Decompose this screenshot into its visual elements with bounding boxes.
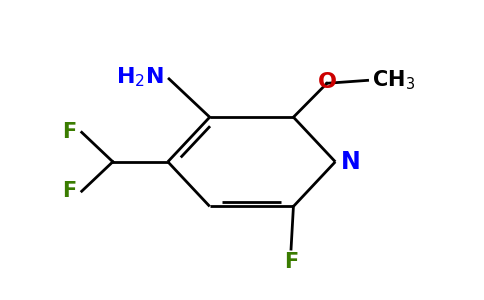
Text: F: F <box>62 181 76 201</box>
Text: F: F <box>284 252 298 272</box>
Text: F: F <box>62 122 76 142</box>
Text: CH$_3$: CH$_3$ <box>372 68 415 92</box>
Text: N: N <box>341 150 361 174</box>
Text: H$_2$N: H$_2$N <box>117 66 164 89</box>
Text: O: O <box>318 72 336 92</box>
